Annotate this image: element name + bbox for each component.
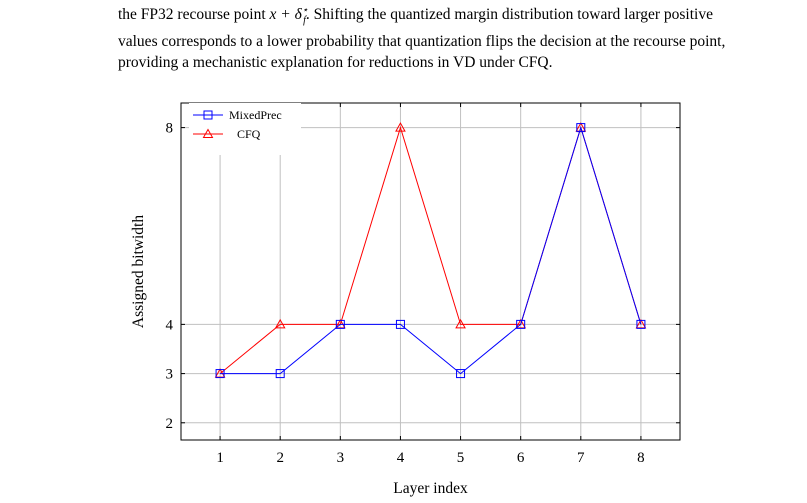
data-point: [636, 319, 646, 329]
y-tick-label: 2: [166, 416, 174, 432]
legend-label: MixedPrec: [229, 108, 282, 122]
legend-marker: [202, 128, 214, 138]
x-tick-label: 3: [337, 450, 345, 466]
paragraph-line-3: providing a mechanistic explanation for …: [118, 54, 553, 72]
series-line: [220, 125, 642, 375]
paragraph: the FP32 recourse point x + δ⋆f. Shiftin…: [118, 0, 802, 73]
data-point: [516, 319, 526, 329]
series: [214, 122, 647, 379]
math-expression: x + δ: [269, 6, 302, 24]
legend-entry: MixedPrec: [193, 108, 282, 122]
y-tick-label: 3: [166, 367, 174, 383]
x-tick-label: 5: [457, 450, 465, 466]
legend: MixedPrec CFQ: [189, 103, 301, 155]
y-tick-label: 8: [166, 121, 174, 137]
data-point: [455, 318, 466, 329]
paragraph-line-2: values corresponds to a lower probabilit…: [118, 33, 726, 51]
math-superscript: ⋆: [301, 5, 309, 16]
data-point: [215, 369, 225, 379]
data-point: [395, 319, 405, 329]
axis-ticks: 1 2 3 4 5 6 7 8 2 3 4 8: [166, 103, 680, 466]
line1-post: . Shifting the quantized margin distribu…: [305, 6, 713, 24]
series-line: [219, 125, 642, 374]
x-tick-label: 8: [637, 450, 645, 466]
plot-frame: [180, 102, 681, 441]
legend-marker: [203, 110, 213, 120]
y-tick-label: 4: [166, 317, 174, 333]
paragraph-line-1: the FP32 recourse point x + δ⋆f. Shiftin…: [118, 0, 802, 31]
data-point: [335, 319, 345, 329]
x-tick-label: 2: [276, 450, 284, 466]
x-tick-label: 4: [397, 450, 405, 466]
series-mixedprec: [215, 123, 646, 379]
x-tick-label: 6: [517, 450, 525, 466]
x-tick-label: 1: [216, 450, 224, 466]
data-point: [456, 369, 466, 379]
legend-box: [189, 103, 301, 155]
data-point: [275, 369, 285, 379]
data-point: [395, 122, 406, 132]
math-subscript: f: [303, 15, 306, 27]
legend-entry: CFQ: [193, 127, 261, 141]
legend-label: CFQ: [237, 127, 261, 141]
data-point: [274, 318, 286, 329]
data-point: [576, 123, 586, 133]
x-axis-label: Layer index: [393, 480, 468, 497]
recourse-point-math: x + δ⋆f: [269, 5, 309, 27]
y-axis-label: Assigned bitwidth: [130, 215, 147, 328]
x-tick-label: 7: [577, 450, 585, 466]
line1-pre: the FP32 recourse point: [118, 6, 270, 24]
